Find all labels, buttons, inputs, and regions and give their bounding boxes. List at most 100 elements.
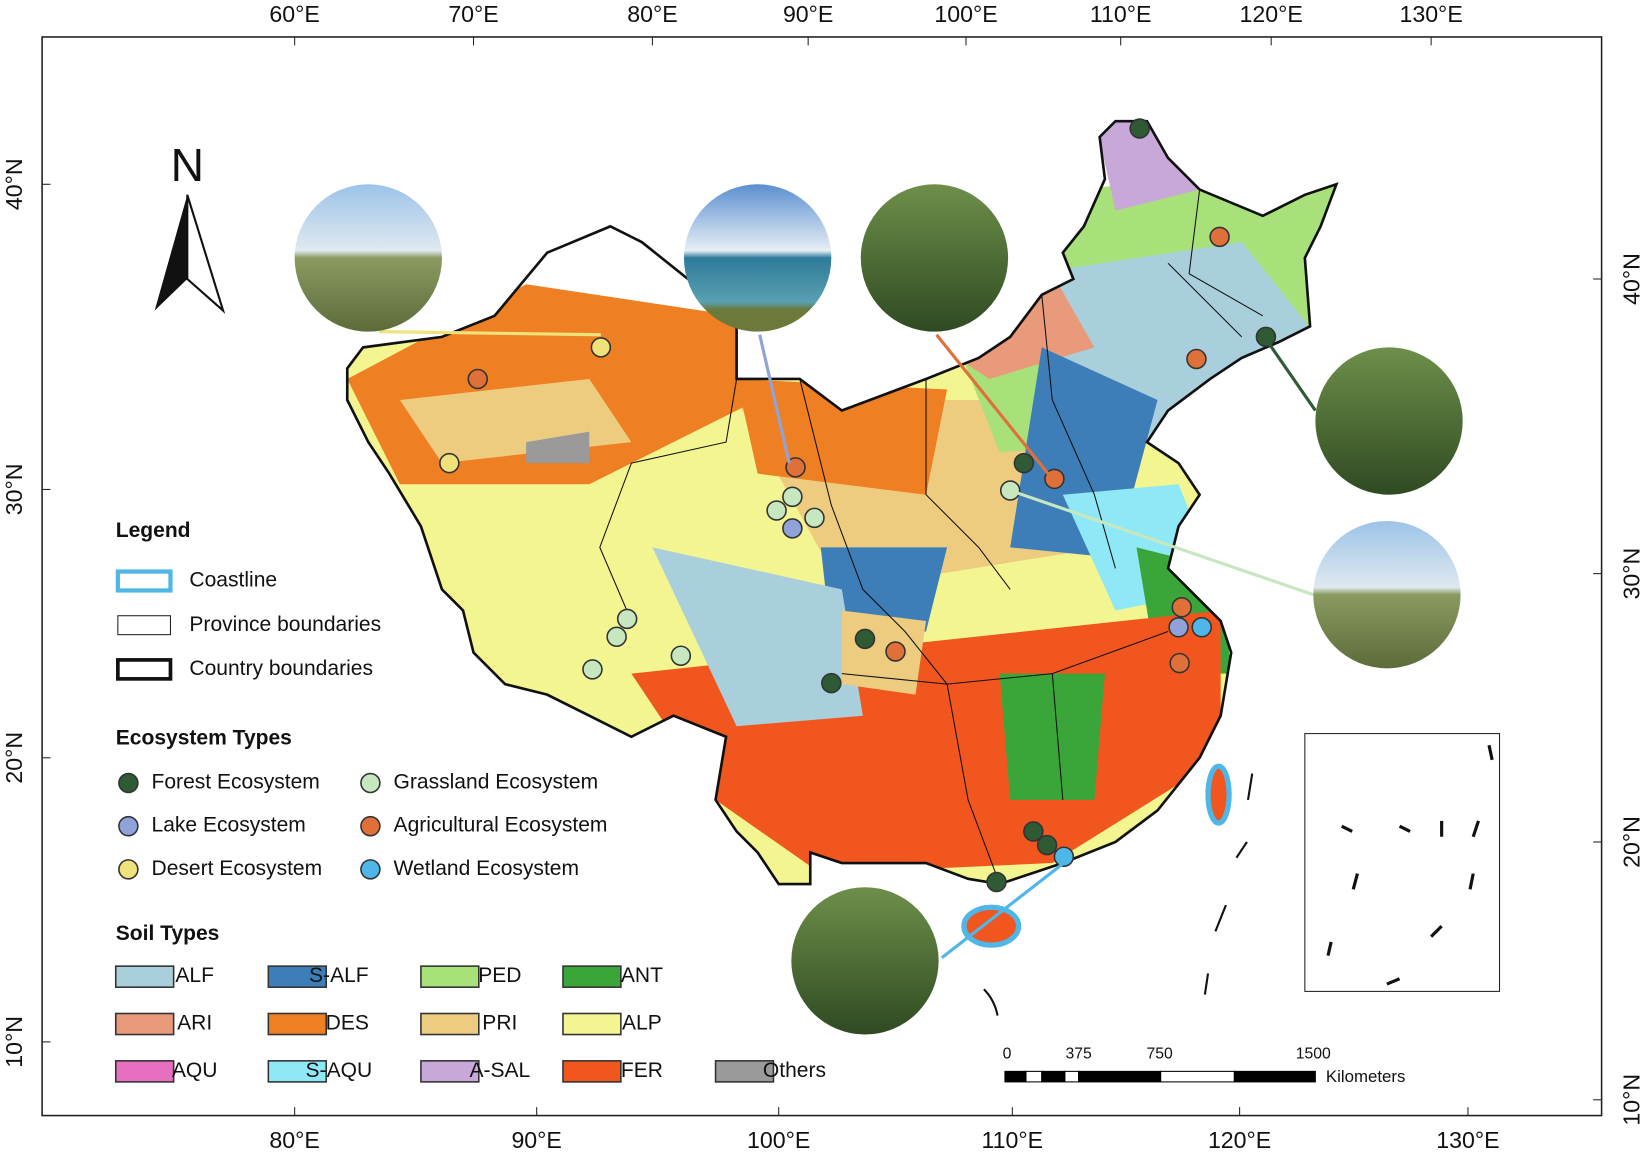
top-tick-label: 110°E [1090,1,1152,27]
soil-swatch [562,1060,622,1083]
legend-swatch [115,569,173,593]
legend-label: Province boundaries [189,613,381,636]
soil-swatch [114,1012,175,1036]
soil-label: FER [621,1059,663,1082]
site-marker [885,641,906,662]
site-marker [1255,326,1277,348]
site-marker [766,500,787,521]
site-marker [590,337,612,358]
ecosystem-marker [118,815,139,837]
north-arrow [154,194,188,311]
soil-swatch [267,1012,328,1036]
ecosystem-marker [360,859,381,880]
hainan [961,904,1022,948]
soil-swatch [562,965,622,988]
scale-segment [1160,1070,1235,1083]
ecosystem-label: Forest Ecosystem [152,771,320,794]
site-marker [1129,118,1150,139]
site-photo [294,184,442,332]
soil-title: Soil Types [116,922,220,945]
site-photo [683,184,832,332]
right-tick-label: 30°N [1618,548,1644,600]
top-tick-label: 90°E [783,1,833,27]
soil-label: ALF [175,964,214,987]
top-tick-label: 70°E [448,1,498,27]
soil-region [526,431,590,464]
site-marker [1191,617,1212,638]
soil-swatch [714,1060,775,1083]
bottom-tick-label: 100°E [747,1127,810,1153]
top-tick-label: 100°E [934,1,997,27]
soil-label: PRI [482,1012,517,1035]
site-marker [1209,226,1230,248]
site-marker [1053,846,1075,867]
inset-map [1304,733,1501,992]
dash-line [983,773,1254,1016]
left-tick-label: 10°N [1,1016,27,1068]
soil-swatch [267,965,328,988]
ecosystem-label: Desert Ecosystem [152,857,323,880]
left-tick-label: 30°N [1,464,27,516]
inset-content [1326,744,1494,986]
site-marker [606,626,627,648]
soil-swatch [420,1012,480,1036]
legend-label: Coastline [189,569,277,592]
scale-segment [1233,1070,1316,1083]
site-marker [1023,821,1044,842]
scale-label: 750 [1146,1046,1173,1063]
site-marker [821,672,842,694]
soil-label: ANT [621,964,663,987]
soil-swatch [267,1060,328,1083]
soil-swatch [420,1060,480,1083]
site-marker [1186,348,1207,370]
legend-swatch [117,615,171,636]
ecosystem-label: Agricultural Ecosystem [394,814,608,837]
soil-label: ARI [177,1012,212,1035]
scale-segment [1064,1070,1080,1083]
top-tick-label: 120°E [1240,1,1303,27]
site-marker [782,486,803,508]
bottom-tick-label: 130°E [1436,1127,1499,1153]
left-tick-label: 20°N [1,732,27,784]
site-marker [670,645,692,666]
soil-label: DES [326,1012,369,1035]
bottom-tick-label: 110°E [982,1127,1044,1153]
ecosystem-marker [360,815,381,837]
site-arrow [758,334,791,464]
site-marker [616,608,638,630]
site-marker [782,518,803,539]
soil-swatch [114,1060,175,1083]
soil-label: S-ALF [309,964,369,987]
soil-swatch [114,965,175,988]
ecosystem-label: Lake Ecosystem [152,814,306,837]
scale-label: 0 [1003,1046,1012,1063]
scale-unit: Kilometers [1326,1067,1406,1086]
site-arrow [935,333,1054,480]
soil-region [999,673,1105,800]
bottom-tick-label: 120°E [1208,1127,1271,1153]
ecosystem-marker [118,859,139,880]
legend-label: Country boundaries [189,657,373,680]
province-boundaries [599,189,1264,885]
legend-swatch [116,658,173,681]
site-marker [854,628,876,650]
scale-label: 375 [1065,1046,1092,1063]
scale-segment [1025,1070,1043,1083]
top-tick-label: 130°E [1399,1,1462,27]
left-tick-label: 40°N [1,158,27,210]
site-marker [1036,834,1058,856]
site-photo [791,887,939,1035]
soil-label: Others [763,1059,826,1082]
scale-segment [1041,1070,1066,1083]
site-marker [1168,617,1189,638]
map-frame [41,36,1603,1117]
scale-bar: 0 375 750 1500 Kilometers [1003,1046,1406,1086]
soil-swatch [562,1012,622,1036]
sites [439,118,1277,893]
site-marker [986,871,1007,893]
right-tick-label: 40°N [1618,253,1644,305]
site-marker [1171,597,1192,618]
site-photo [860,184,1009,332]
soil-region [652,547,863,727]
